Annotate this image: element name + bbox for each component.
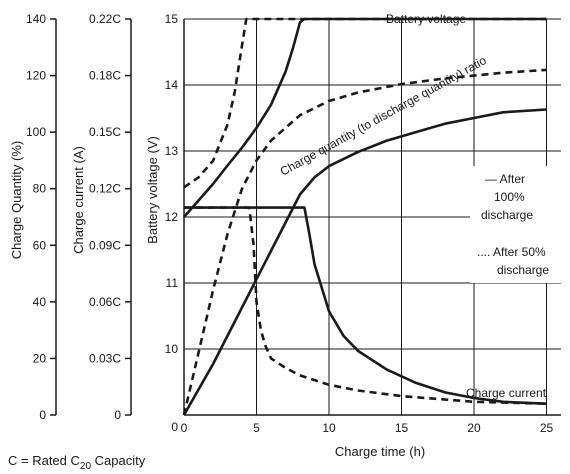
voltage-tick-label: 14 — [165, 78, 179, 92]
axes — [50, 18, 561, 416]
x-tick-label: 5 — [253, 421, 260, 435]
charge-quantity-tick-label: 20 — [33, 351, 47, 365]
legend-after-50-line1: .... After 50% — [477, 245, 546, 259]
x-tick-label: 15 — [395, 421, 409, 435]
charge-current-tick-label: 0.09C — [89, 238, 121, 252]
charge-quantity-tick-label: 40 — [33, 295, 47, 309]
voltage-tick-label: 10 — [165, 342, 179, 356]
x-tick-label: 0 — [181, 421, 188, 435]
charge-current-tick-label: 0.03C — [89, 351, 121, 365]
battery-voltage-dashed-series — [183, 17, 547, 189]
x-tick-label: 10 — [322, 421, 336, 435]
charge-quantity-solid-series — [182, 108, 547, 416]
voltage-tick-label: 11 — [166, 276, 179, 290]
footnote: C = Rated C20 Capacity — [8, 453, 146, 472]
legend-after-100-line2: 100% — [494, 190, 525, 204]
charge-quantity-axis-label: Charge Quantity (%) — [9, 141, 24, 260]
charge-current-dashed-series — [184, 206, 547, 405]
x-axis-label: Charge time (h) — [335, 444, 425, 459]
charge-quantity-tick-label: 100 — [26, 125, 46, 139]
voltage-tick-label: 12 — [165, 210, 179, 224]
charge-quantity-tick-label: 120 — [26, 69, 46, 83]
voltage-tick-label: 13 — [165, 144, 179, 158]
voltage-tick-label: 0 — [171, 420, 178, 434]
charge-current-axis-label: Charge current (A) — [71, 146, 86, 254]
charge-current-tick-label: 0.22C — [89, 12, 121, 26]
voltage-tick-label: 15 — [165, 12, 179, 26]
charge-quantity-ratio-annotation: Charge quantity (to discharge quantity) … — [278, 53, 489, 179]
legend-after-100-line3: discharge — [481, 208, 533, 222]
x-tick-label: 25 — [540, 421, 554, 435]
charge-quantity-tick-label: 80 — [33, 182, 47, 196]
charge-current-tick-label: 0.18C — [89, 69, 121, 83]
charge-current-tick-label: 0.06C — [89, 295, 121, 309]
x-tick-label: 20 — [467, 421, 481, 435]
charge-current-solid-series — [184, 206, 547, 405]
charge-quantity-tick-label: 140 — [26, 12, 46, 26]
charge-current-annotation: Charge current — [466, 386, 547, 400]
battery-voltage-axis-label: Battery voltage (V) — [145, 136, 160, 244]
charge-quantity-tick-label: 60 — [33, 238, 47, 252]
charge-current-tick-label: 0.12C — [89, 182, 121, 196]
series-lines — [182, 17, 547, 416]
legend-after-100-line1: — After — [485, 172, 525, 186]
charge-quantity-dashed-series — [182, 68, 547, 416]
charge-current-tick-label: 0.15C — [89, 125, 121, 139]
charge-current-tick-label: 0 — [114, 408, 121, 422]
battery-voltage-annotation: Battery voltage — [386, 12, 466, 26]
charge-quantity-tick-label: 0 — [39, 408, 46, 422]
legend: — After 100% discharge .... After 50% di… — [470, 166, 566, 283]
legend-after-50-line2: discharge — [497, 263, 549, 277]
